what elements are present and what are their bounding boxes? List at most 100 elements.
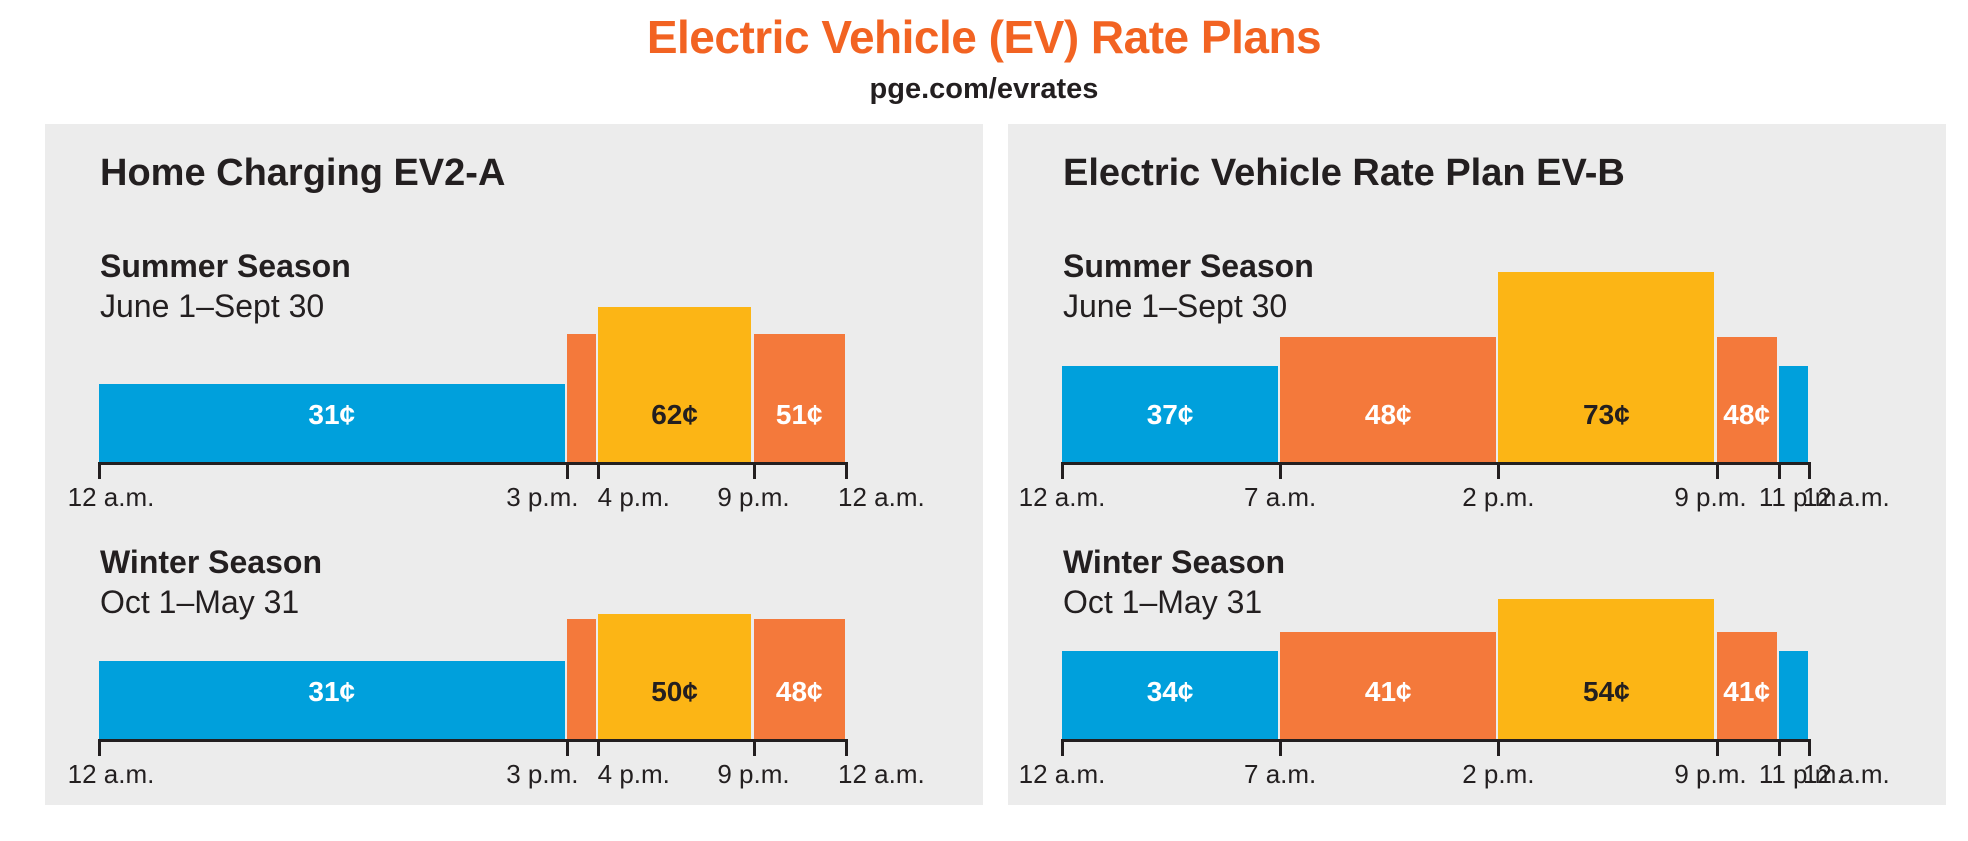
- rate-label: 48¢: [775, 676, 823, 707]
- rate-bar-blue: 31¢: [99, 384, 565, 462]
- x-axis-line: [1061, 739, 1811, 742]
- rate-label: 48¢: [1364, 399, 1412, 430]
- axis-tick: [845, 739, 848, 756]
- rate-bar-orange: 48¢: [1716, 337, 1777, 462]
- rate-chart-ev2a-summer: 31¢ 62¢ 51¢ 12 a.m. 3 p.m. 4 p.m. 9 p.m. 12 a.m…: [68, 222, 925, 512]
- rate-bar-yellow: 50¢: [597, 614, 752, 739]
- rate-label: 62¢: [651, 399, 698, 430]
- tick-label: 12 a.m.: [67, 482, 155, 512]
- tick-label: 9 p.m.: [1674, 759, 1747, 789]
- axis-tick: [98, 462, 101, 479]
- rate-label: 50¢: [651, 676, 698, 707]
- rate-bar-orange: 41¢: [1280, 632, 1497, 739]
- rate-label: 51¢: [775, 399, 823, 430]
- tick-label: 12 a.m.: [1803, 482, 1890, 512]
- tick-label: 9 p.m.: [717, 759, 790, 789]
- season-dates: June 1–Sept 30: [1063, 288, 1288, 324]
- axis-tick: [752, 462, 756, 479]
- rate-chart-ev2a-winter: 31¢ 50¢ 48¢ 12 a.m. 3 p.m. 4 p.m. 9 p.m. 12 a.m…: [68, 499, 925, 789]
- rate-bar-blue: 37¢: [1062, 366, 1279, 462]
- season-name: Winter Season: [1063, 544, 1285, 580]
- tick-label: 11 p.m.: [1758, 482, 1844, 512]
- site-url: pge.com/evrates: [869, 73, 1099, 105]
- rate-label: 54¢: [1583, 676, 1630, 707]
- axis-tick: [845, 462, 848, 479]
- rate-chart-evb-winter: 34¢ 41¢ 54¢ 41¢ 12 a.m. 7 a.m. 2 p.m. 9 p.m. 11 …: [1019, 499, 1890, 789]
- rate-label: 31¢: [308, 676, 356, 707]
- season-heading-summer: Summer Season June 1–Sept 30: [1063, 246, 1314, 326]
- panels-row: Home Charging EV2-A Summer Season June 1…: [45, 124, 1946, 805]
- x-axis-line: [98, 739, 848, 742]
- panel-title: Electric Vehicle Rate Plan EV-B: [1063, 152, 1625, 194]
- season-name: Summer Season: [100, 248, 351, 284]
- tick-label: 2 p.m.: [1462, 482, 1535, 512]
- axis-tick: [1497, 739, 1501, 756]
- tick-label: 12 a.m.: [67, 759, 155, 789]
- x-axis-line: [98, 462, 848, 465]
- season-name: Summer Season: [1063, 248, 1314, 284]
- season-name: Winter Season: [100, 544, 322, 580]
- rate-bar-blue: [1778, 651, 1808, 739]
- axis-tick: [98, 739, 101, 756]
- panel-evb: Electric Vehicle Rate Plan EV-B Summer S…: [1008, 124, 1946, 805]
- rate-bar-yellow: 73¢: [1498, 272, 1715, 462]
- season-heading-winter: Winter Season Oct 1–May 31: [100, 542, 322, 622]
- panel-ev2a: Home Charging EV2-A Summer Season June 1…: [45, 124, 983, 805]
- axis-tick: [1279, 462, 1283, 479]
- rate-bar-blue: [1778, 366, 1808, 462]
- rate-label: 73¢: [1583, 399, 1630, 430]
- rate-chart-evb-summer: 37¢ 48¢ 73¢ 48¢ 12 a.m. 7 a.m. 2 p.m. 9 p.m. 11 …: [1019, 222, 1890, 512]
- season-dates: Oct 1–May 31: [100, 584, 300, 620]
- rate-label: 37¢: [1146, 399, 1194, 430]
- rate-bar-blue: 34¢: [1062, 651, 1279, 739]
- rate-bar-yellow: 62¢: [597, 307, 752, 462]
- rate-bar-orange: 48¢: [753, 619, 845, 739]
- axis-tick: [1497, 462, 1501, 479]
- tick-label: 3 p.m.: [506, 759, 579, 789]
- tick-label: 9 p.m.: [1674, 482, 1747, 512]
- rate-label: 31¢: [308, 399, 356, 430]
- season-dates: Oct 1–May 31: [1063, 584, 1263, 620]
- season-heading-winter: Winter Season Oct 1–May 31: [1063, 542, 1285, 622]
- axis-tick: [1808, 739, 1811, 756]
- rate-label: 41¢: [1364, 676, 1412, 707]
- rate-label: 41¢: [1723, 676, 1771, 707]
- tick-label: 12 a.m.: [1803, 759, 1890, 789]
- axis-tick: [1777, 462, 1781, 479]
- axis-tick: [1715, 739, 1719, 756]
- axis-tick: [1061, 462, 1064, 479]
- rate-label: 34¢: [1146, 676, 1194, 707]
- tick-label: 12 a.m.: [1018, 759, 1106, 789]
- tick-label: 3 p.m.: [506, 482, 579, 512]
- rate-label: 48¢: [1723, 399, 1771, 430]
- tick-label: 11 p.m.: [1758, 759, 1844, 789]
- page-header: Electric Vehicle (EV) Rate Plans pge.com…: [0, 0, 1968, 124]
- season-dates: June 1–Sept 30: [100, 288, 325, 324]
- panel-title: Home Charging EV2-A: [100, 152, 506, 194]
- rate-bar-orange: 41¢: [1716, 632, 1777, 739]
- tick-label: 12 a.m.: [838, 759, 925, 789]
- season-heading-summer: Summer Season June 1–Sept 30: [100, 246, 351, 326]
- axis-tick: [596, 739, 600, 756]
- axis-tick: [1061, 739, 1064, 756]
- page-title: Electric Vehicle (EV) Rate Plans: [646, 11, 1322, 63]
- axis-tick: [1715, 462, 1719, 479]
- rate-bar-yellow: 54¢: [1498, 599, 1715, 739]
- axis-tick: [565, 739, 569, 756]
- axis-tick: [752, 739, 756, 756]
- tick-label: 4 p.m.: [597, 759, 670, 789]
- tick-label: 7 a.m.: [1244, 759, 1317, 789]
- axis-tick: [1808, 462, 1811, 479]
- rate-bar-orange: [566, 334, 596, 462]
- rate-bar-blue: 31¢: [99, 661, 565, 739]
- axis-tick: [565, 462, 569, 479]
- tick-label: 9 p.m.: [717, 482, 790, 512]
- axis-tick: [1279, 739, 1283, 756]
- rate-bar-orange: 51¢: [753, 334, 845, 462]
- tick-label: 12 a.m.: [1018, 482, 1106, 512]
- rate-bar-orange: [566, 619, 596, 739]
- tick-label: 4 p.m.: [597, 482, 670, 512]
- axis-tick: [1777, 739, 1781, 756]
- tick-label: 2 p.m.: [1462, 759, 1535, 789]
